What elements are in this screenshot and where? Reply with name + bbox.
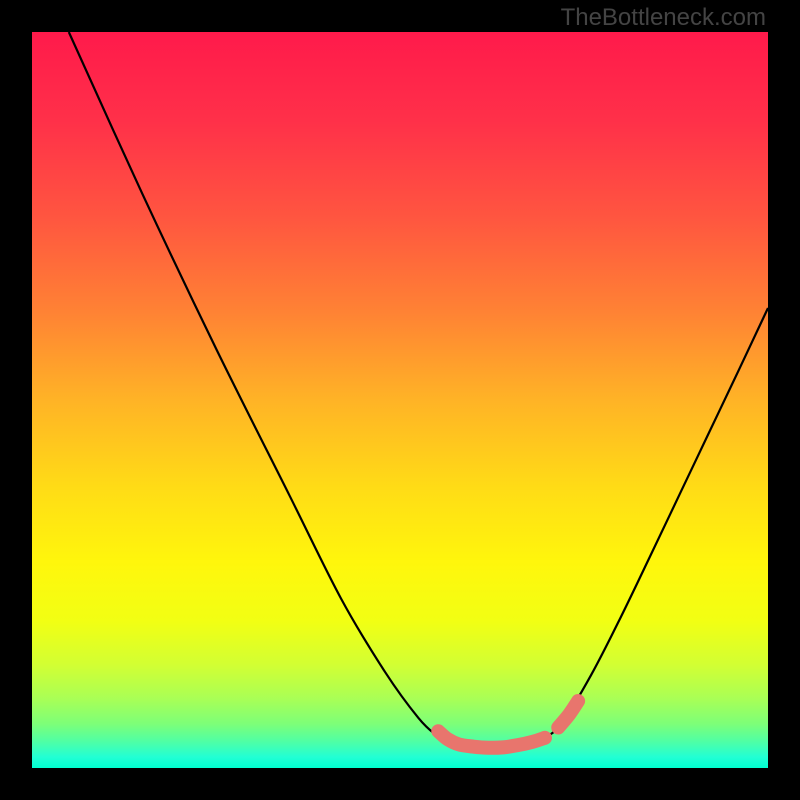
valley-highlight-1 (558, 701, 578, 728)
valley-highlight-0 (438, 731, 545, 748)
chart-frame: TheBottleneck.com (0, 0, 800, 800)
bottleneck-curve (69, 32, 768, 749)
curve-svg (32, 32, 768, 768)
plot-area (32, 32, 768, 768)
watermark-text: TheBottleneck.com (561, 4, 766, 32)
